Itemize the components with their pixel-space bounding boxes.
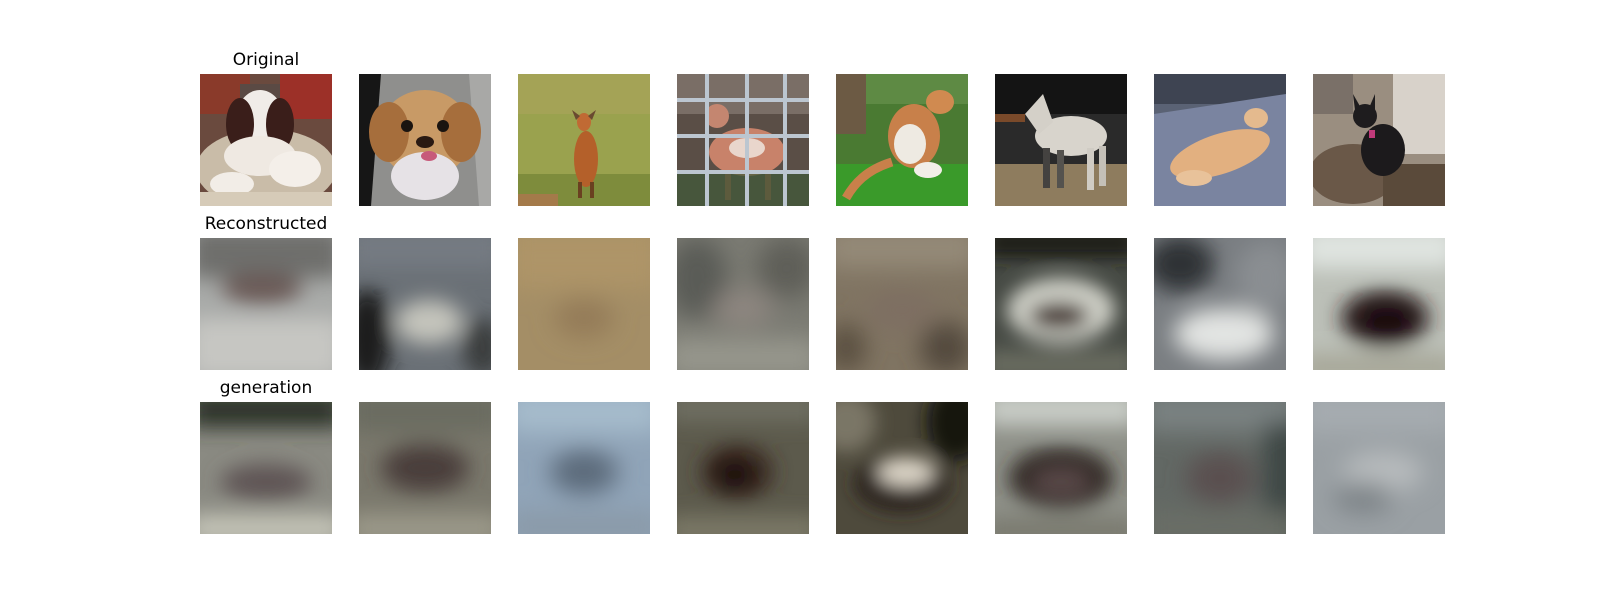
reconstructed-image	[518, 238, 650, 370]
generated-image	[836, 402, 968, 534]
original-image-dog-couch	[1313, 74, 1445, 206]
original-image-dog-lying	[200, 74, 332, 206]
reconstructed-image	[359, 238, 491, 370]
generated-image	[677, 402, 809, 534]
reconstructed-image	[836, 238, 968, 370]
generated-image	[1154, 402, 1286, 534]
row-title-original: Original	[232, 50, 300, 70]
generated-image	[359, 402, 491, 534]
row-title-reconstructed: Reconstructed	[204, 214, 328, 234]
generated-image	[518, 402, 650, 534]
original-image-deer-fence	[677, 74, 809, 206]
generated-image	[1313, 402, 1445, 534]
reconstructed-image	[1154, 238, 1286, 370]
original-image-horse	[995, 74, 1127, 206]
original-image-deer-field	[518, 74, 650, 206]
reconstructed-image	[1313, 238, 1445, 370]
original-image-dog-face	[359, 74, 491, 206]
original-image-cat-grass	[836, 74, 968, 206]
reconstructed-image	[995, 238, 1127, 370]
generated-image	[995, 402, 1127, 534]
reconstructed-image	[677, 238, 809, 370]
generated-image	[200, 402, 332, 534]
original-image-dog-floor	[1154, 74, 1286, 206]
reconstructed-image	[200, 238, 332, 370]
row-title-generation: generation	[219, 378, 313, 398]
